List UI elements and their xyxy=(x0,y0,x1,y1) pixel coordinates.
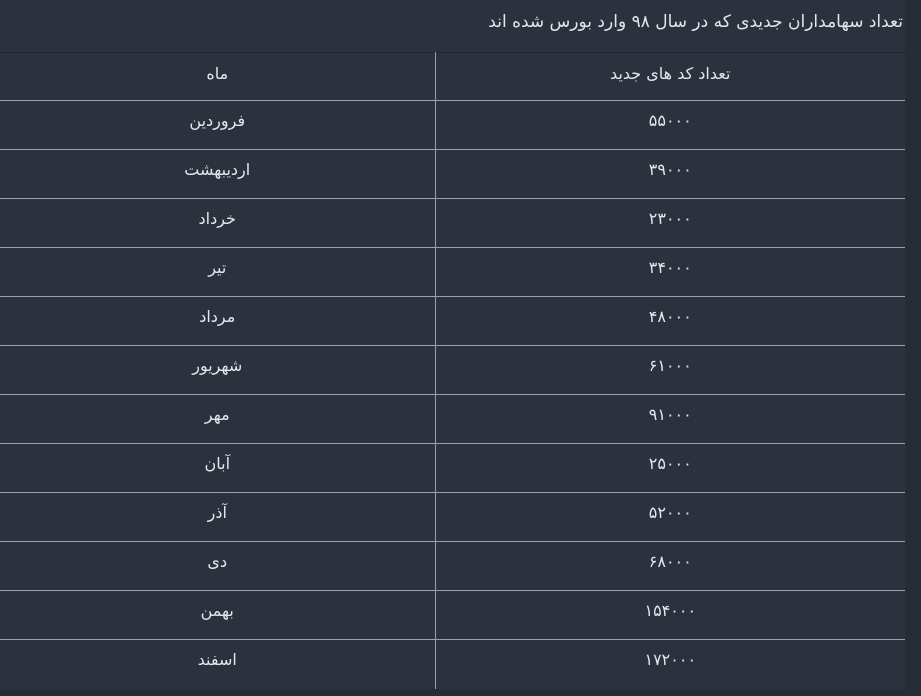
table-row: ۳۹۰۰۰ اردیبهشت xyxy=(0,149,905,199)
count-cell: ۴۸۰۰۰ xyxy=(434,296,905,346)
count-cell: ۲۳۰۰۰ xyxy=(434,198,905,248)
count-cell: ۶۸۰۰۰ xyxy=(434,541,905,591)
month-cell: اسفند xyxy=(197,650,237,669)
table-row: ۶۸۰۰۰ دی xyxy=(0,541,905,591)
table-row: ۲۳۰۰۰ خرداد xyxy=(0,198,905,248)
content-panel: تعداد سهامداران جدیدی که در سال ۹۸ وارد … xyxy=(0,12,905,689)
count-cell: ۵۲۰۰۰ xyxy=(434,492,905,542)
table-row: ۶۱۰۰۰ شهریور xyxy=(0,345,905,395)
month-cell: مهر xyxy=(0,394,435,444)
count-cell: ۳۹۰۰۰ xyxy=(434,149,905,199)
count-cell: ۵۵۰۰۰ xyxy=(434,100,905,150)
month-cell: آذر xyxy=(0,492,435,542)
table-row: ۵۵۰۰۰ فروردین xyxy=(0,100,905,150)
count-cell: ۳۴۰۰۰ xyxy=(434,247,905,297)
month-cell: تیر xyxy=(0,247,435,297)
count-cell: ۹۱۰۰۰ xyxy=(434,394,905,444)
count-cell: ۲۵۰۰۰ xyxy=(434,443,905,493)
month-cell: بهمن xyxy=(0,590,435,640)
month-cell: آبان xyxy=(0,443,435,493)
table-row: ۳۴۰۰۰ تیر xyxy=(0,247,905,297)
month-cell: مرداد xyxy=(0,296,435,346)
month-cell: فروردین xyxy=(0,100,435,150)
column-header-count: تعداد کد های جدید xyxy=(434,52,905,101)
month-cell: اردیبهشت xyxy=(0,149,435,199)
table-row: ۱۵۴۰۰۰ بهمن xyxy=(0,590,905,640)
shareholders-table: تعداد کد های جدید ماه ۵۵۰۰۰ فروردین ۳۹۰۰… xyxy=(0,52,905,689)
table-row: ۹۱۰۰۰ مهر xyxy=(0,394,905,444)
count-cell: ۶۱۰۰۰ xyxy=(434,345,905,395)
month-cell: شهریور xyxy=(0,345,435,395)
count-cell: ۱۵۴۰۰۰ xyxy=(434,590,905,640)
table-row: ۵۲۰۰۰ آذر xyxy=(0,492,905,542)
table-row: ۱۷۲۰۰۰ اسفند xyxy=(0,639,905,689)
page-title: تعداد سهامداران جدیدی که در سال ۹۸ وارد … xyxy=(488,12,903,32)
month-cell: خرداد xyxy=(0,198,435,248)
column-header-month: ماه xyxy=(0,52,435,101)
table-row: ۴۸۰۰۰ مرداد xyxy=(0,296,905,346)
table-row: ۲۵۰۰۰ آبان xyxy=(0,443,905,493)
count-cell: ۱۷۲۰۰۰ xyxy=(434,639,905,689)
header-row: تعداد کد های جدید ماه xyxy=(0,52,905,101)
month-cell: دی xyxy=(0,541,435,591)
